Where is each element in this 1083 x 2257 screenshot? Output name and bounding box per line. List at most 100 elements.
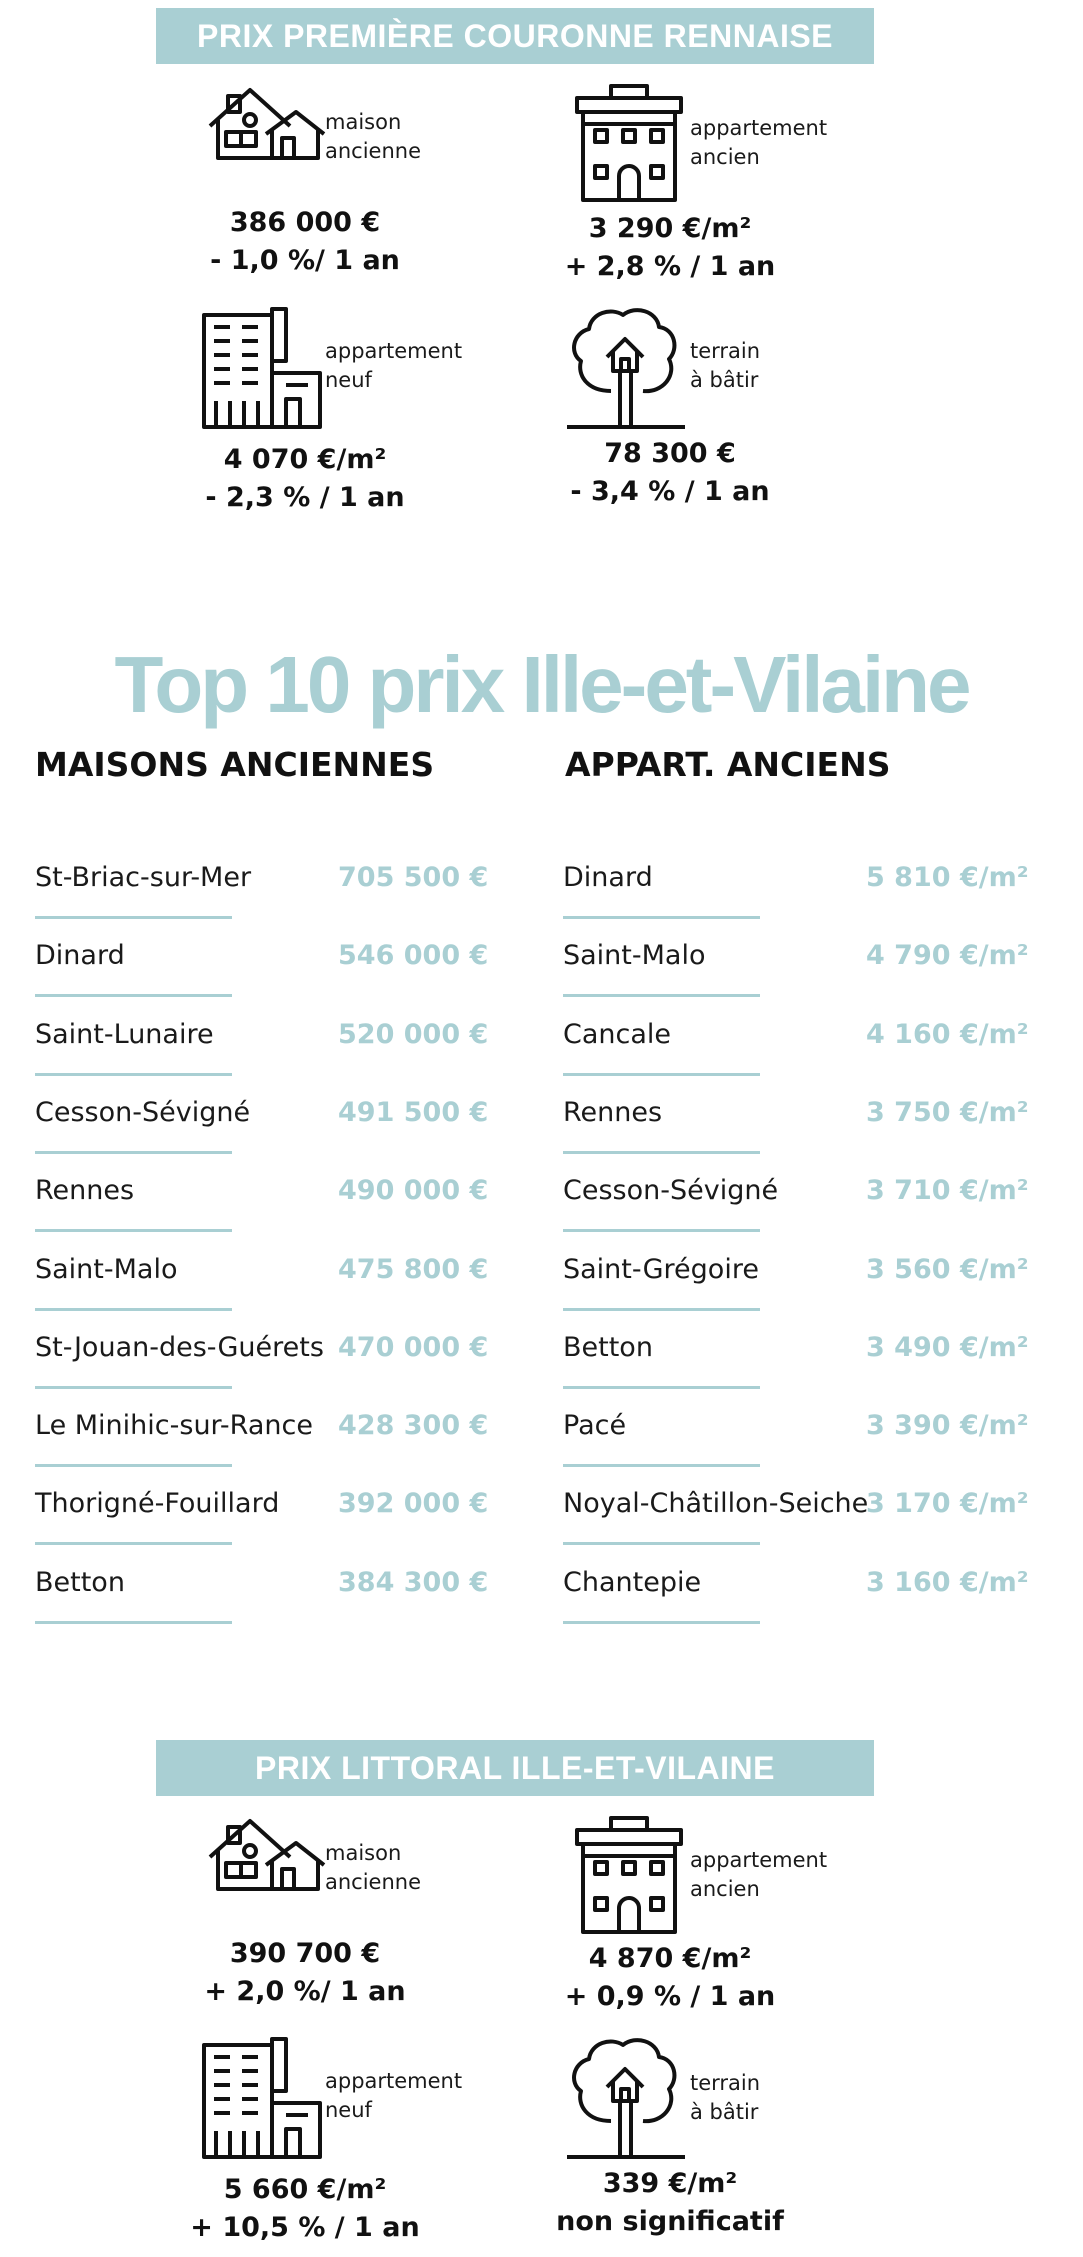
price-change: - 3,4 % / 1 an xyxy=(570,476,770,507)
section-banner-premiere-couronne: PRIX PREMIÈRE COURONNE RENNAISE xyxy=(156,8,874,64)
ranking-value: 3 560 €/m² xyxy=(866,1254,1029,1285)
price-change: + 2,0 %/ 1 an xyxy=(204,1976,406,2007)
ranking-value: 491 500 € xyxy=(338,1097,489,1128)
caption-line-1: terrain xyxy=(690,2071,761,2095)
price-card-appartement-neuf: appartement neuf 4 070 €/m² - 2,3 % / 1 … xyxy=(200,305,560,525)
ranking-place: Dinard xyxy=(35,940,125,971)
price-card-caption: appartement neuf xyxy=(325,337,462,395)
row-divider xyxy=(35,1464,232,1467)
ranking-place: Saint-Lunaire xyxy=(35,1019,214,1050)
price-value: 78 300 € xyxy=(604,438,736,469)
ranking-row: St-Jouan-des-Guérets 470 000 € xyxy=(35,1328,515,1406)
ranking-place: Thorigné-Fouillard xyxy=(35,1488,280,1519)
row-divider xyxy=(563,1542,760,1545)
ranking-row: Saint-Grégoire 3 560 €/m² xyxy=(563,1250,1043,1328)
ranking-place: Noyal-Châtillon-Seiche xyxy=(563,1488,869,1519)
new-building-icon xyxy=(200,2035,328,2163)
price-card-caption: maison ancienne xyxy=(325,1839,421,1897)
ranking-place: Pacé xyxy=(563,1410,627,1441)
price-change: non significatif xyxy=(556,2206,784,2237)
row-divider xyxy=(35,1073,232,1076)
ranking-row: Saint-Lunaire 520 000 € xyxy=(35,1015,515,1093)
price-change: + 2,8 % / 1 an xyxy=(564,251,776,282)
price-card-appartement-neuf: appartement neuf 5 660 €/m² + 10,5 % / 1… xyxy=(190,2035,560,2255)
ranking-value: 428 300 € xyxy=(338,1410,489,1441)
apartment-building-icon xyxy=(565,80,693,208)
row-divider xyxy=(563,1464,760,1467)
house-icon xyxy=(200,1805,328,1933)
price-card-terrain-a-batir: terrain à bâtir 339 €/m² non significati… xyxy=(556,2035,925,2255)
row-divider xyxy=(35,1151,232,1154)
caption-line-1: maison xyxy=(325,110,402,134)
row-divider xyxy=(563,994,760,997)
row-divider xyxy=(563,1229,760,1232)
price-card-figures: 5 660 €/m² + 10,5 % / 1 an xyxy=(180,2171,430,2247)
price-value: 4 070 €/m² xyxy=(223,444,387,475)
row-divider xyxy=(563,1151,760,1154)
row-divider xyxy=(563,1621,760,1624)
ranking-place: Saint-Malo xyxy=(563,940,706,971)
top10-title: Top 10 prix Ille-et-Vilaine xyxy=(114,640,971,729)
price-card-caption: appartement neuf xyxy=(325,2067,462,2125)
price-card-caption: terrain à bâtir xyxy=(690,337,760,395)
ranking-row: Dinard 546 000 € xyxy=(35,936,515,1014)
ranking-value: 4 160 €/m² xyxy=(866,1019,1029,1050)
ranking-row: Le Minihic-sur-Rance 428 300 € xyxy=(35,1406,515,1484)
ranking-place: St-Briac-sur-Mer xyxy=(35,862,252,893)
ranking-row: Betton 3 490 €/m² xyxy=(563,1328,1043,1406)
ranking-place: Cancale xyxy=(563,1019,672,1050)
ranking-row: Rennes 490 000 € xyxy=(35,1171,515,1249)
ranking-value: 5 810 €/m² xyxy=(866,862,1029,893)
caption-line-2: à bâtir xyxy=(690,368,759,392)
row-divider xyxy=(35,1542,232,1545)
caption-line-2: neuf xyxy=(325,2098,372,2122)
ranking-row: Cesson-Sévigné 491 500 € xyxy=(35,1093,515,1171)
price-card-figures: 4 070 €/m² - 2,3 % / 1 an xyxy=(180,441,430,517)
price-value: 4 870 €/m² xyxy=(588,1943,752,1974)
caption-line-1: maison xyxy=(325,1841,402,1865)
price-change: - 2,3 % / 1 an xyxy=(205,482,405,513)
price-card-figures: 4 870 €/m² + 0,9 % / 1 an xyxy=(545,1940,795,2016)
ranking-place: Saint-Malo xyxy=(35,1254,178,1285)
ranking-value: 546 000 € xyxy=(338,940,489,971)
ranking-place: Betton xyxy=(563,1332,653,1363)
caption-line-1: appartement xyxy=(690,116,828,140)
caption-line-2: à bâtir xyxy=(690,2100,759,2124)
ranking-value: 705 500 € xyxy=(338,862,489,893)
ranking-value: 384 300 € xyxy=(338,1567,489,1598)
ranking-place: Le Minihic-sur-Rance xyxy=(35,1410,313,1441)
ranking-row: Pacé 3 390 €/m² xyxy=(563,1406,1043,1484)
ranking-row: St-Briac-sur-Mer 705 500 € xyxy=(35,858,515,936)
price-card-caption: appartement ancien xyxy=(690,1846,827,1904)
row-divider xyxy=(35,1229,232,1232)
ranking-row: Dinard 5 810 €/m² xyxy=(563,858,1043,936)
ranking-row: Thorigné-Fouillard 392 000 € xyxy=(35,1484,515,1562)
price-card-figures: 386 000 € - 1,0 %/ 1 an xyxy=(180,204,430,280)
price-card-figures: 339 €/m² non significatif xyxy=(545,2165,795,2241)
ranking-row: Cesson-Sévigné 3 710 €/m² xyxy=(563,1171,1043,1249)
caption-line-1: appartement xyxy=(325,339,463,363)
ranking-row: Chantepie 3 160 €/m² xyxy=(563,1563,1043,1641)
ranking-value: 520 000 € xyxy=(338,1019,489,1050)
tree-house-icon xyxy=(565,305,693,433)
ranking-value: 3 490 €/m² xyxy=(866,1332,1029,1363)
tree-house-icon xyxy=(565,2035,693,2163)
ranking-place: Betton xyxy=(35,1567,125,1598)
houses-column-heading: MAISONS ANCIENNES xyxy=(35,745,435,784)
new-building-icon xyxy=(200,305,328,433)
price-card-caption: terrain à bâtir xyxy=(690,2069,760,2127)
ranking-place: Saint-Grégoire xyxy=(563,1254,759,1285)
price-value: 3 290 €/m² xyxy=(588,213,752,244)
ranking-place: Rennes xyxy=(563,1097,663,1128)
ranking-row: Noyal-Châtillon-Seiche 3 170 €/m² xyxy=(563,1484,1043,1562)
section-banner-littoral: PRIX LITTORAL ILLE-ET-VILAINE xyxy=(156,1740,874,1796)
row-divider xyxy=(35,994,232,997)
ranking-value: 470 000 € xyxy=(338,1332,489,1363)
ranking-place: Chantepie xyxy=(563,1567,702,1598)
price-change: + 0,9 % / 1 an xyxy=(564,1981,776,2012)
price-change: - 1,0 %/ 1 an xyxy=(210,245,400,276)
house-icon xyxy=(200,74,328,202)
ranking-place: Dinard xyxy=(563,862,653,893)
caption-line-2: ancienne xyxy=(325,1870,422,1894)
ranking-value: 3 160 €/m² xyxy=(866,1567,1029,1598)
